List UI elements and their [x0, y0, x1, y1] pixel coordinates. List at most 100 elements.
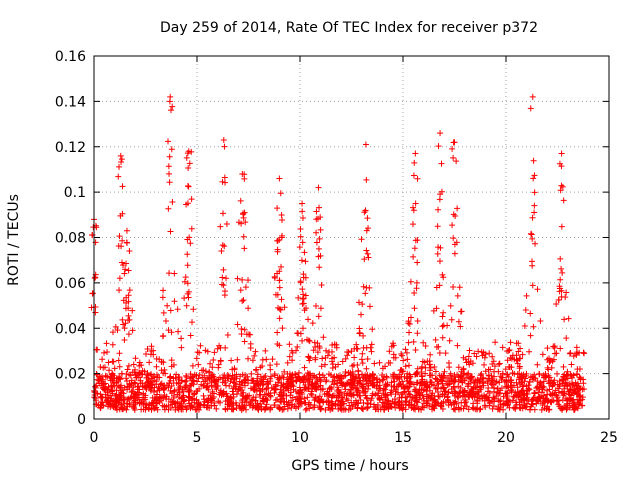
data-point — [259, 356, 266, 363]
data-point — [196, 385, 203, 392]
data-point — [219, 178, 226, 185]
data-point — [465, 391, 472, 398]
data-point — [184, 236, 191, 243]
data-point — [251, 352, 258, 359]
data-point — [450, 406, 457, 413]
y-tick-label: 0.02 — [55, 367, 86, 383]
data-point — [288, 382, 295, 389]
data-point — [529, 93, 536, 100]
data-point — [299, 208, 306, 215]
data-point — [431, 364, 438, 371]
data-point — [90, 224, 97, 231]
data-point — [530, 175, 537, 182]
data-point — [461, 402, 468, 409]
data-point — [420, 339, 427, 346]
data-point — [167, 107, 174, 114]
data-point — [344, 390, 351, 397]
data-point — [212, 378, 219, 385]
data-point — [172, 406, 179, 413]
data-point — [516, 363, 523, 370]
data-point — [174, 306, 181, 313]
data-point — [183, 154, 190, 161]
data-point — [465, 353, 472, 360]
data-point — [146, 359, 153, 366]
data-point — [454, 393, 461, 400]
data-point — [410, 172, 417, 179]
data-point — [570, 402, 577, 409]
data-point — [344, 397, 351, 404]
data-point — [312, 356, 319, 363]
data-point — [541, 399, 548, 406]
data-point — [369, 326, 376, 333]
data-point — [358, 356, 365, 363]
data-point — [297, 400, 304, 407]
data-point — [119, 237, 126, 244]
data-point — [557, 187, 564, 194]
data-point — [221, 143, 228, 150]
data-point — [449, 222, 456, 229]
data-point — [496, 390, 503, 397]
data-point — [109, 341, 116, 348]
data-point — [241, 338, 248, 345]
data-point — [305, 354, 312, 361]
data-point — [271, 402, 278, 409]
data-point — [540, 383, 547, 390]
data-point — [558, 265, 565, 272]
data-point — [301, 384, 308, 391]
data-point — [319, 386, 326, 393]
data-point — [468, 373, 475, 380]
data-point — [518, 379, 525, 386]
data-point — [451, 139, 458, 146]
data-point — [186, 160, 193, 167]
data-point — [388, 387, 395, 394]
data-point — [366, 303, 373, 310]
data-point — [413, 285, 420, 292]
data-point — [207, 360, 214, 367]
data-point — [498, 385, 505, 392]
data-point — [554, 397, 561, 404]
data-point — [196, 349, 203, 356]
data-point — [167, 93, 174, 100]
data-point — [242, 376, 249, 383]
data-point — [313, 239, 320, 246]
data-point — [304, 394, 311, 401]
data-point — [182, 274, 189, 281]
data-point — [200, 382, 207, 389]
data-point — [429, 372, 436, 379]
x-tick-label: 25 — [600, 430, 618, 446]
data-point — [236, 378, 243, 385]
data-point — [477, 386, 484, 393]
data-point — [228, 357, 235, 364]
data-point — [150, 374, 157, 381]
data-point — [165, 205, 172, 212]
data-point — [93, 401, 100, 408]
data-point — [486, 350, 493, 357]
data-point — [109, 377, 116, 384]
data-point — [185, 183, 192, 190]
data-point — [530, 374, 537, 381]
data-point — [94, 390, 101, 397]
data-point — [219, 379, 226, 386]
data-point — [340, 381, 347, 388]
data-point — [433, 376, 440, 383]
data-point — [574, 366, 581, 373]
data-point — [249, 357, 256, 364]
data-point — [312, 303, 319, 310]
data-point — [247, 345, 254, 352]
data-point — [208, 397, 215, 404]
data-point — [523, 370, 530, 377]
data-point — [96, 373, 103, 380]
data-point — [414, 317, 421, 324]
data-point — [412, 200, 419, 207]
data-point — [508, 364, 515, 371]
data-point — [368, 341, 375, 348]
data-point — [132, 380, 139, 387]
data-point — [276, 315, 283, 322]
data-point — [450, 383, 457, 390]
data-point — [556, 288, 563, 295]
data-point — [108, 371, 115, 378]
data-point — [523, 394, 530, 401]
data-point — [91, 275, 98, 282]
data-point — [424, 402, 431, 409]
data-point — [354, 345, 361, 352]
